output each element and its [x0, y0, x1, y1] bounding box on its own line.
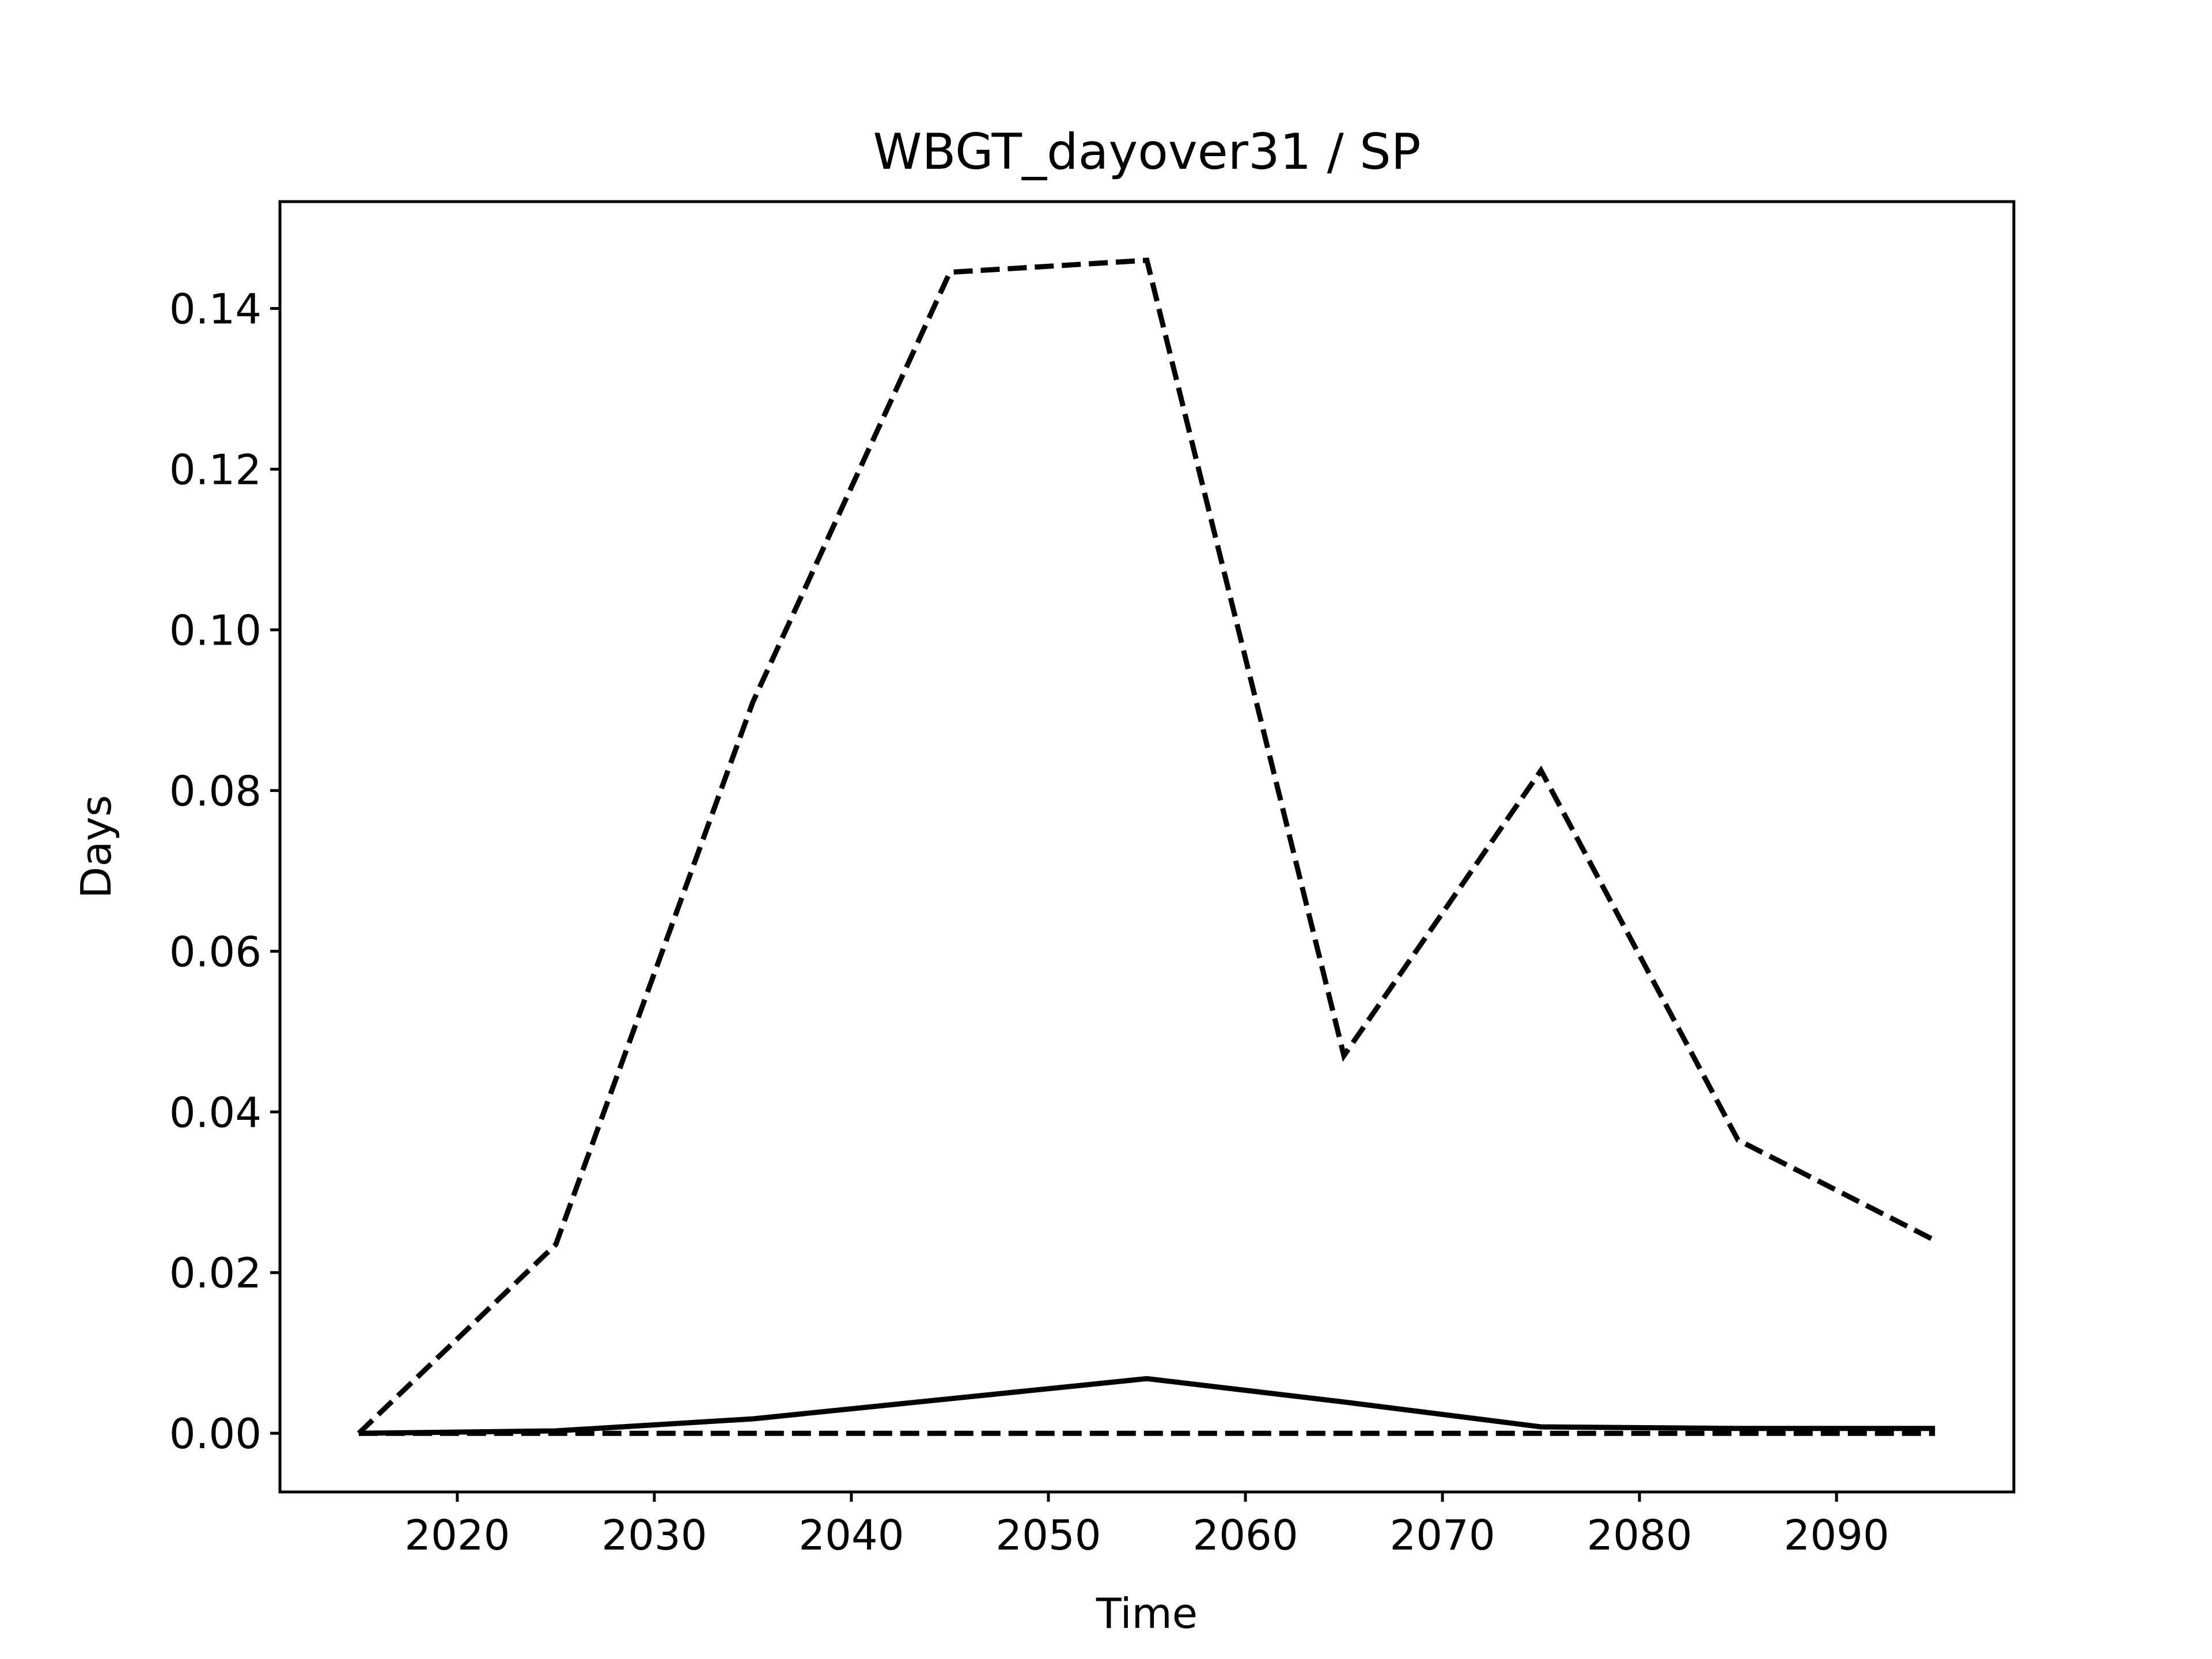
- x-tick-label: 2040: [798, 1511, 904, 1559]
- x-tick-label: 2030: [601, 1511, 707, 1559]
- x-tick-label: 2080: [1586, 1511, 1692, 1559]
- y-tick-label: 0.02: [169, 1249, 262, 1297]
- x-tick-label: 2060: [1192, 1511, 1298, 1559]
- chart-title: WBGT_dayover31 / SP: [873, 123, 1421, 181]
- y-tick-label: 0.14: [169, 285, 262, 334]
- x-axis-label: Time: [1096, 1589, 1198, 1638]
- y-axis: 0.00 0.02 0.04 0.06 0.08 0.10 0.12 0.14: [169, 285, 280, 1458]
- plot-frame: [278, 200, 2016, 1494]
- y-tick-label: 0.04: [169, 1088, 262, 1137]
- y-tick-label: 0.10: [169, 606, 262, 654]
- y-tick-label: 0.06: [169, 927, 262, 976]
- series-line-1: [357, 257, 1937, 1435]
- x-tick-label: 2020: [404, 1511, 510, 1559]
- x-tick-label: 2070: [1389, 1511, 1495, 1559]
- y-tick-label: 0.12: [169, 445, 262, 494]
- x-axis: 2020 2030 2040 2050 2060 2070 2080 2090: [404, 1492, 1889, 1559]
- y-tick-label: 0.08: [169, 767, 262, 815]
- y-tick-label: 0.00: [169, 1410, 262, 1458]
- x-tick-label: 2050: [995, 1511, 1101, 1559]
- y-axis-label: Days: [72, 795, 120, 899]
- series-line-2: [358, 1376, 1936, 1436]
- x-tick-label: 2090: [1784, 1511, 1889, 1559]
- series-layer: [357, 257, 1937, 1436]
